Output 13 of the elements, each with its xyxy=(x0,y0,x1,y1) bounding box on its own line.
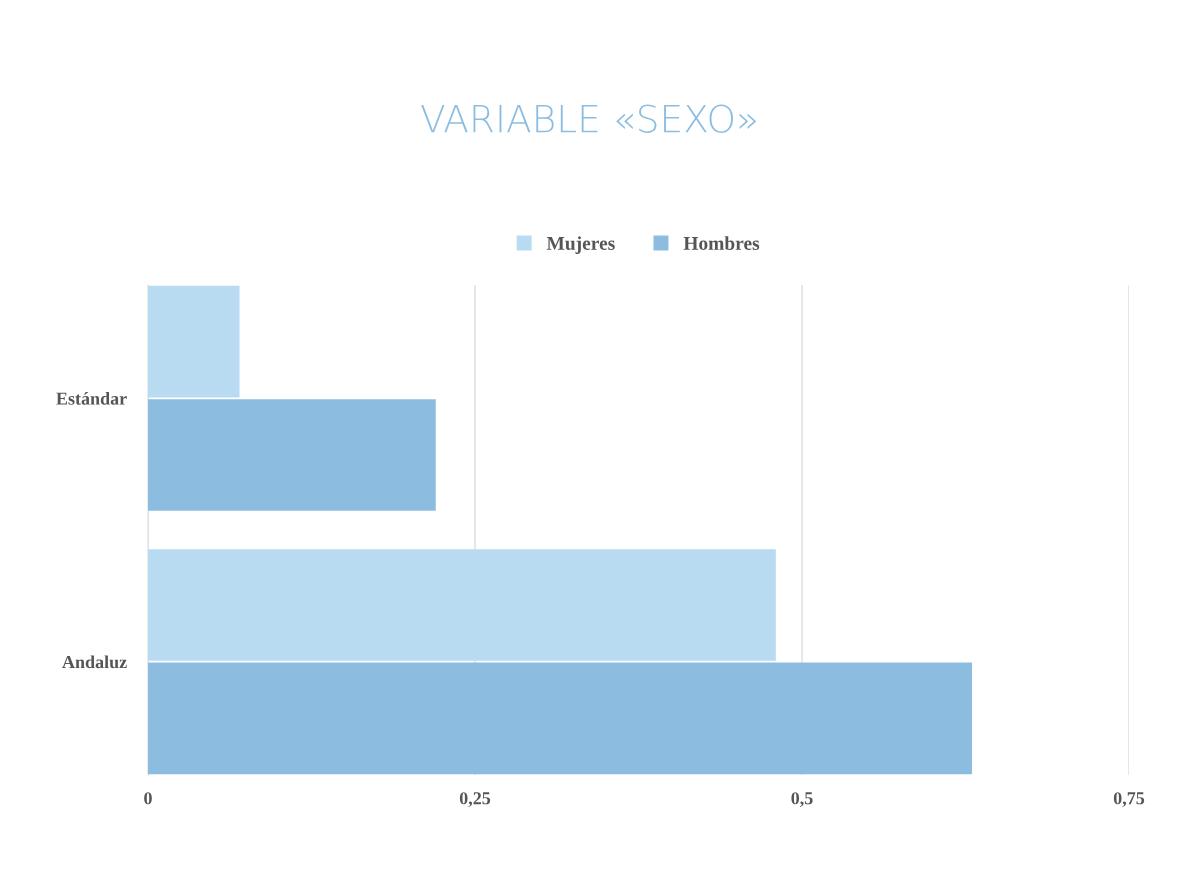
chart-title: VARIABLE «SEXO» xyxy=(421,104,757,133)
y-tick-label: Estándar xyxy=(56,392,127,405)
x-tick-label: 0 xyxy=(144,792,152,805)
bar xyxy=(148,285,240,398)
x-tick-label: 0,75 xyxy=(1113,792,1145,807)
x-tick-label: 0,5 xyxy=(791,792,813,807)
x-tick-label: 0,25 xyxy=(459,792,491,807)
y-tick-label: Andaluz xyxy=(62,655,127,669)
legend-label: Hombres xyxy=(683,236,760,250)
legend-label: Mujeres xyxy=(546,236,615,254)
bar xyxy=(148,399,436,511)
bar xyxy=(148,662,973,775)
bar xyxy=(148,549,776,661)
